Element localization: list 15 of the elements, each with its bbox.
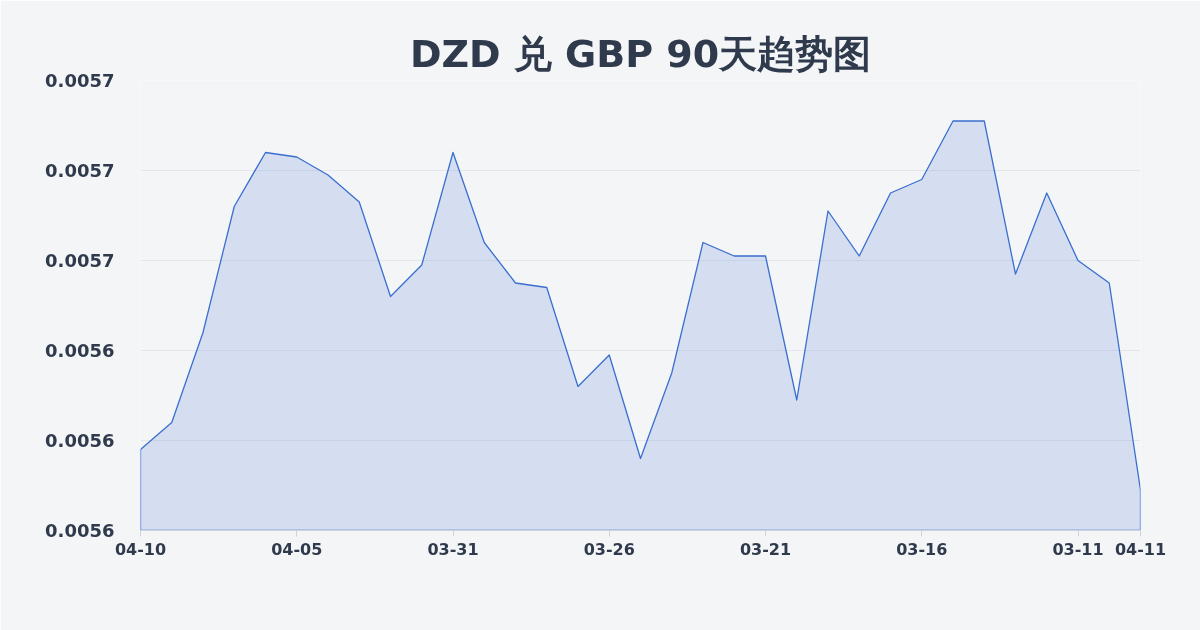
y-tick-label: 0.0057 — [45, 70, 115, 91]
x-tick-label: 04-11 — [1114, 539, 1167, 559]
x-tick-label: 03-21 — [739, 539, 792, 559]
y-tick-label: 0.0056 — [45, 340, 115, 361]
x-tick-label: 04-10 — [114, 539, 167, 559]
x-tick-label: 03-16 — [896, 539, 948, 559]
chart-title: DZD 兑 GBP 90天趋势图 — [409, 31, 872, 76]
x-tick-label: 03-31 — [427, 539, 479, 559]
x-tick-label: 04-05 — [271, 539, 323, 559]
y-tick-label: 0.0056 — [45, 520, 115, 541]
x-tick-label: 03-26 — [583, 539, 635, 559]
y-tick-label: 0.0057 — [45, 160, 115, 181]
x-tick-label: 03-11 — [1052, 539, 1104, 559]
y-tick-label: 0.0057 — [45, 250, 115, 271]
y-tick-label: 0.0056 — [45, 430, 115, 451]
